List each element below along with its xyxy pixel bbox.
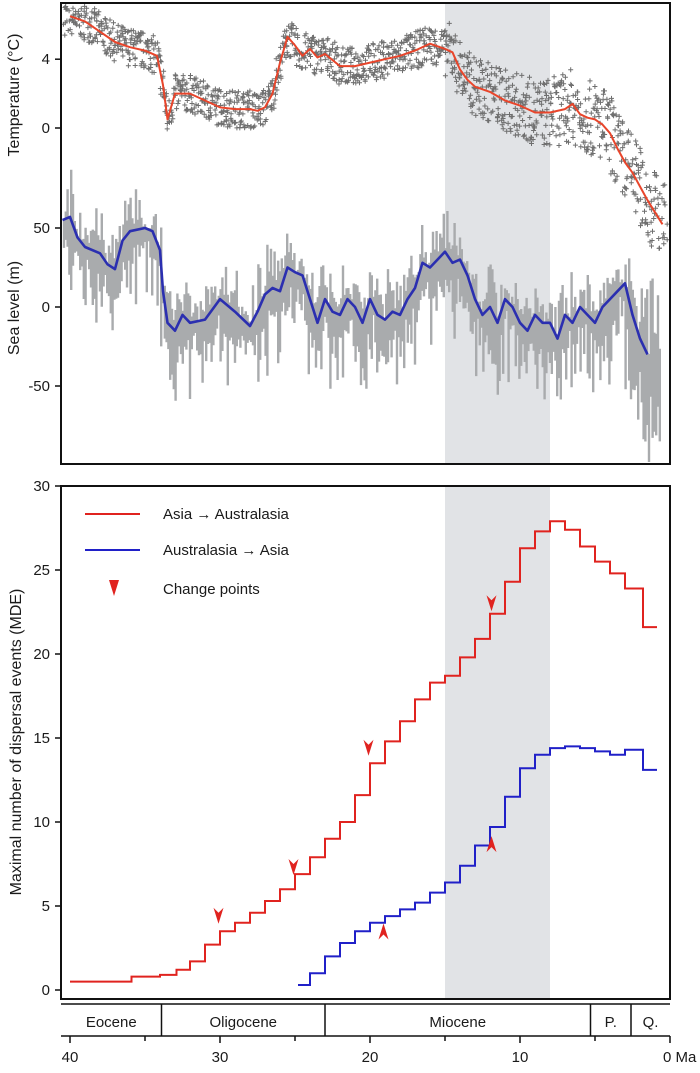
temperature-raw-points <box>60 3 670 251</box>
sea-level-axis-title: Sea level (m) <box>6 261 23 355</box>
legend-label-australasia-to-asia: Australasia → Asia <box>163 542 290 559</box>
climate-panel-frame <box>60 2 671 465</box>
time-x-axis: 40 30 20 10 0 Ma <box>61 1035 697 1066</box>
highlight-band-bottom-panel <box>445 487 550 998</box>
epoch-label: Oligocene <box>209 1014 277 1031</box>
change-point-marker <box>486 836 497 853</box>
mde-y-tick-label: 15 <box>33 730 50 747</box>
temperature-y-axis: 04 <box>42 51 61 137</box>
epoch-bar: Eocene Oligocene Miocene P. Q. <box>61 1003 670 1036</box>
change-point-marker <box>363 739 374 756</box>
change-point-marker <box>486 595 497 612</box>
x-tick-label: 30 <box>212 1049 229 1066</box>
change-point-marker <box>288 859 299 876</box>
sea-level-y-tick-label: 0 <box>42 299 50 316</box>
mde-y-tick-label: 5 <box>42 898 50 915</box>
step-line-australasia-to-asia <box>298 745 657 986</box>
mde-y-tick-label: 0 <box>42 982 50 999</box>
mde-y-tick-label: 20 <box>33 646 50 663</box>
temperature-y-tick-label: 4 <box>42 51 50 68</box>
legend-label-asia-to-australasia: Asia → Australasia <box>163 506 290 523</box>
sea-level-y-tick-label: 50 <box>33 220 50 237</box>
temperature-axis-title: Temperature (°C) <box>6 34 23 157</box>
mde-axis-title: Maximal number of dispersal events (MDE) <box>8 589 25 896</box>
sea-level-raw-band <box>62 169 661 462</box>
epoch-label: Q. <box>643 1014 659 1031</box>
x-tick-label: 0 Ma <box>663 1049 697 1066</box>
dispersal-series <box>70 520 657 986</box>
legend: Asia → Australasia Australasia → Asia Ch… <box>85 506 290 598</box>
mde-y-axis: 0 5 10 15 20 25 30 <box>33 478 61 999</box>
change-point-marker <box>213 907 224 924</box>
sea-level-y-tick-label: -50 <box>28 378 50 395</box>
sea-level-y-axis: -50 0 50 <box>28 220 61 395</box>
temperature-series <box>69 15 664 225</box>
epoch-label: Miocene <box>429 1014 486 1031</box>
x-tick-label: 40 <box>62 1049 79 1066</box>
change-points <box>213 595 497 940</box>
x-tick-label: 20 <box>362 1049 379 1066</box>
epoch-label: P. <box>605 1014 617 1031</box>
sea-level-smoothed-line <box>61 215 649 355</box>
temperature-y-tick-label: 0 <box>42 120 50 137</box>
step-line-asia-to-australasia <box>70 520 657 983</box>
legend-change-point-marker <box>109 580 119 596</box>
mde-y-tick-label: 25 <box>33 562 50 579</box>
epoch-label: Eocene <box>86 1014 137 1031</box>
sea-level-series <box>61 215 649 355</box>
dispersal-panel: 0 5 10 15 20 25 30 Maximal number of dispersal… <box>8 478 671 1000</box>
legend-label-change-points: Change points <box>163 581 260 598</box>
change-point-marker <box>378 923 389 940</box>
mde-y-tick-label: 10 <box>33 814 50 831</box>
mde-y-tick-label: 30 <box>33 478 50 495</box>
x-tick-label: 10 <box>512 1049 529 1066</box>
sea-level-raw-envelope <box>62 169 661 462</box>
temperature-smoothed-line <box>69 15 664 225</box>
dispersal-panel-frame <box>60 485 671 1000</box>
temperature-raw-scatter <box>60 3 670 251</box>
